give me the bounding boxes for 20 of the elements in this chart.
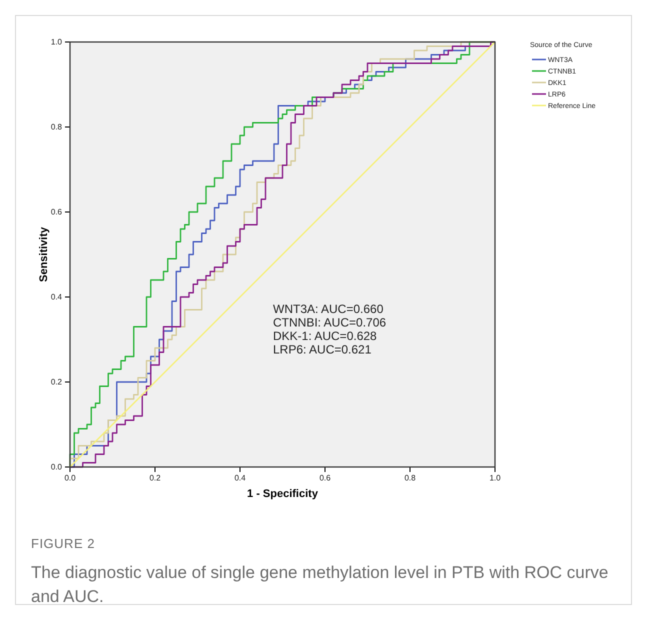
x-tick-label: 1.0 bbox=[489, 474, 502, 483]
x-axis-title: 1 - Specificity bbox=[247, 488, 319, 500]
annotation: WNT3A: AUC=0.660 bbox=[273, 302, 384, 316]
x-tick-label: 0.4 bbox=[234, 474, 246, 483]
annotation: CTNNBI: AUC=0.706 bbox=[273, 316, 386, 330]
text: The diagnostic value of single gene methylation level in PTB with ROC curve and AUC. bbox=[31, 563, 608, 606]
y-tick-label: 1.0 bbox=[50, 38, 63, 47]
x-tick-label: 0.8 bbox=[404, 474, 416, 483]
annotation: DKK-1: AUC=0.628 bbox=[273, 329, 378, 343]
y-tick-label: 0.6 bbox=[50, 208, 63, 217]
y-axis-title: Sensitivity bbox=[38, 226, 50, 282]
y-tick-label: 0.0 bbox=[50, 462, 63, 472]
x-tick-label: 0.0 bbox=[64, 474, 76, 483]
text: FIGURE 2 bbox=[31, 536, 95, 551]
y-tick-label: 0.4 bbox=[50, 292, 63, 302]
y-tick-label: 0.2 bbox=[50, 378, 63, 387]
x-tick-label: 0.2 bbox=[149, 474, 162, 483]
annotation: LRP6: AUC=0.621 bbox=[273, 342, 372, 356]
x-tick-label: 0.6 bbox=[319, 474, 332, 483]
y-tick-label: 0.8 bbox=[50, 122, 63, 132]
